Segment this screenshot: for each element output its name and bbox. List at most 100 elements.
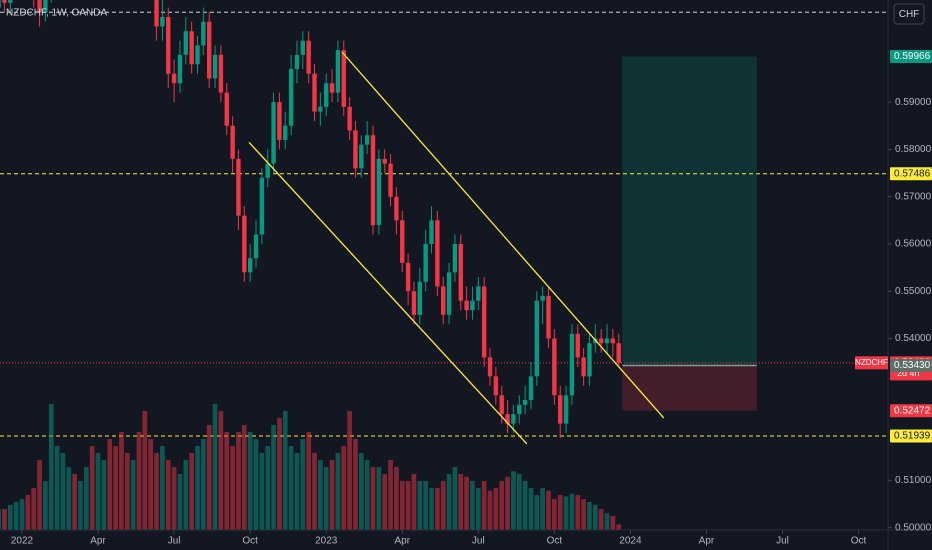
target-zone bbox=[622, 56, 757, 366]
volume-bar bbox=[7, 504, 13, 530]
volume-bar bbox=[271, 425, 276, 530]
candle-body bbox=[610, 338, 616, 344]
candle-body bbox=[236, 158, 241, 216]
candle-body bbox=[277, 102, 282, 140]
candle-body bbox=[476, 286, 481, 301]
x-tick-label: 2023 bbox=[315, 536, 338, 547]
candle-body bbox=[552, 338, 557, 396]
volume-bar bbox=[540, 488, 546, 530]
candle-body bbox=[177, 54, 183, 84]
candle-body bbox=[481, 286, 487, 358]
volume-bar bbox=[19, 499, 25, 530]
volume-bar bbox=[388, 460, 393, 530]
currency-box[interactable] bbox=[893, 3, 925, 25]
volume-bar bbox=[201, 439, 206, 530]
candle-body bbox=[0, 0, 1, 8]
candle-body bbox=[37, 0, 42, 13]
volume-bar bbox=[206, 425, 212, 530]
price-tag-label: 0.51939 bbox=[894, 431, 931, 442]
candle-body bbox=[464, 300, 469, 311]
volume-bar bbox=[440, 481, 446, 530]
volume-bar bbox=[66, 467, 72, 530]
chart-title: NZDCHF, 1W, OANDA bbox=[6, 8, 107, 19]
x-tick-label: 2022 bbox=[11, 536, 34, 547]
x-tick-label: Apr bbox=[394, 536, 410, 547]
candle-body bbox=[505, 414, 510, 424]
volume-bar bbox=[464, 476, 469, 530]
volume-bar bbox=[487, 490, 493, 530]
volume-bar bbox=[610, 516, 616, 530]
candle-body bbox=[423, 243, 428, 282]
volume-bar bbox=[154, 453, 159, 530]
volume-bar bbox=[247, 432, 253, 530]
volume-bar bbox=[370, 467, 376, 530]
candle-body bbox=[517, 404, 522, 415]
y-tick-label: 0.51000 bbox=[895, 475, 932, 486]
candle-body bbox=[294, 54, 300, 70]
volume-bar bbox=[423, 481, 428, 530]
trendline bbox=[248, 141, 528, 445]
volume-bar bbox=[165, 460, 171, 530]
candle-body bbox=[435, 220, 440, 287]
candle-body bbox=[499, 395, 504, 415]
x-tick-label: Oct bbox=[547, 536, 563, 547]
volume-bar bbox=[598, 509, 604, 530]
candle-body bbox=[8, 0, 13, 3]
volume-bar bbox=[84, 467, 89, 530]
volume-bar bbox=[119, 432, 124, 530]
volume-bar bbox=[282, 411, 288, 530]
volume-bar bbox=[516, 474, 522, 530]
volume-bar bbox=[78, 481, 83, 530]
volume-bar bbox=[212, 404, 218, 530]
y-tick-label: 0.56000 bbox=[895, 239, 932, 250]
volume-bar bbox=[318, 460, 323, 530]
volume-bar bbox=[107, 439, 113, 530]
volume-bar bbox=[569, 493, 575, 530]
candle-body bbox=[207, 21, 212, 79]
candle-body bbox=[189, 31, 194, 65]
volume-bar bbox=[511, 471, 516, 530]
x-tick-label: Jul bbox=[776, 536, 789, 547]
candle-body bbox=[335, 50, 341, 93]
volume-bar bbox=[575, 495, 581, 530]
candle-body bbox=[183, 31, 189, 55]
candle-body bbox=[411, 291, 417, 315]
candle-body bbox=[446, 272, 452, 315]
volume-bar bbox=[218, 411, 224, 530]
volume-bar bbox=[358, 453, 364, 530]
x-tick-label: Oct bbox=[242, 536, 258, 547]
volume-bar bbox=[60, 453, 66, 530]
volume-bar bbox=[481, 481, 487, 530]
price-tag-label: 0.59966 bbox=[894, 51, 931, 62]
candle-body bbox=[558, 395, 563, 424]
volume-bar bbox=[43, 481, 48, 530]
volume-bar bbox=[294, 453, 300, 530]
volume-bar bbox=[259, 453, 265, 530]
candle-body bbox=[306, 40, 311, 74]
candle-body bbox=[534, 300, 540, 377]
volume-bar bbox=[253, 439, 259, 530]
volume-bar bbox=[452, 467, 458, 530]
volume-bar bbox=[312, 453, 317, 530]
volume-bar bbox=[563, 496, 569, 530]
volume-bar bbox=[470, 481, 475, 530]
volume-bar bbox=[37, 460, 42, 530]
candle-body bbox=[604, 338, 610, 344]
volume-bar bbox=[124, 453, 130, 530]
volume-bar bbox=[277, 418, 282, 530]
candle-body bbox=[247, 258, 253, 273]
volume-bar bbox=[353, 439, 358, 530]
candle-body bbox=[201, 21, 206, 46]
candle-body bbox=[283, 125, 288, 140]
y-tick-label: 0.54000 bbox=[895, 333, 932, 344]
volume-bar bbox=[411, 474, 417, 530]
volume-bar bbox=[101, 460, 107, 530]
volume-bar bbox=[604, 513, 610, 530]
volume-bar bbox=[552, 499, 557, 530]
candle-body bbox=[452, 243, 458, 273]
candle-body bbox=[370, 135, 376, 226]
candle-body bbox=[43, 0, 48, 13]
volume-bar bbox=[376, 467, 382, 530]
y-tick-label: 0.59000 bbox=[895, 97, 932, 108]
candle-body bbox=[528, 376, 534, 400]
